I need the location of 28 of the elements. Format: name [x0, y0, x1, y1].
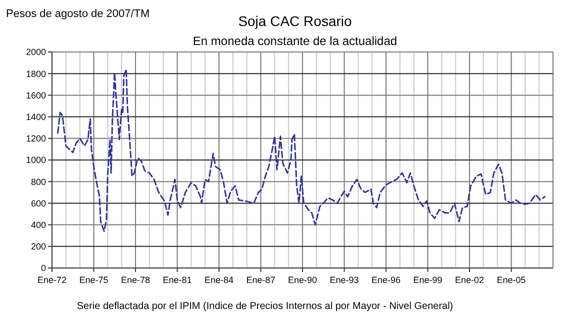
- chart-title: Soja CAC Rosario: [238, 13, 352, 29]
- line-series: [57, 68, 546, 232]
- x-tick-label: Ene-75: [79, 275, 108, 285]
- x-tick-label: Ene-81: [162, 275, 192, 285]
- y-tick-label: 200: [30, 242, 46, 252]
- x-tick-label: Ene-99: [413, 275, 442, 285]
- y-tick-label: 800: [30, 176, 46, 187]
- y-tick-label: 1600: [26, 90, 46, 100]
- x-tick-label: Ene-96: [371, 275, 401, 285]
- y-tick-label: 1000: [26, 155, 46, 166]
- x-tick-label: Ene-84: [204, 275, 234, 285]
- x-tick-label: Ene-72: [37, 275, 67, 285]
- x-tick-label: Ene-90: [288, 275, 318, 285]
- y-tick-label: 0: [40, 263, 46, 274]
- y-tick-label: 1800: [26, 68, 46, 79]
- text: Serie deflactada por el IPIM (Indice de Precios Internos al por Mayor - Nivel General): [76, 301, 454, 312]
- chart-subtitle: En moneda constante de la actualidad: [192, 34, 398, 48]
- x-tick-label: Ene-87: [246, 275, 276, 285]
- y-tick-label: 600: [30, 198, 46, 208]
- x-tick-label: Ene-93: [330, 275, 359, 285]
- x-tick-label: Ene-02: [455, 275, 484, 285]
- x-tick-label: Ene-05: [496, 275, 526, 285]
- y-tick-label: 1400: [26, 112, 46, 122]
- y-tick-label: 1200: [26, 134, 46, 144]
- y-tick-label: 2000: [26, 47, 46, 58]
- y-tick-label: 400: [30, 220, 46, 230]
- y-axis-title: Pesos de agosto de 2007/TM: [6, 8, 150, 20]
- x-tick-label: Ene-78: [121, 275, 150, 285]
